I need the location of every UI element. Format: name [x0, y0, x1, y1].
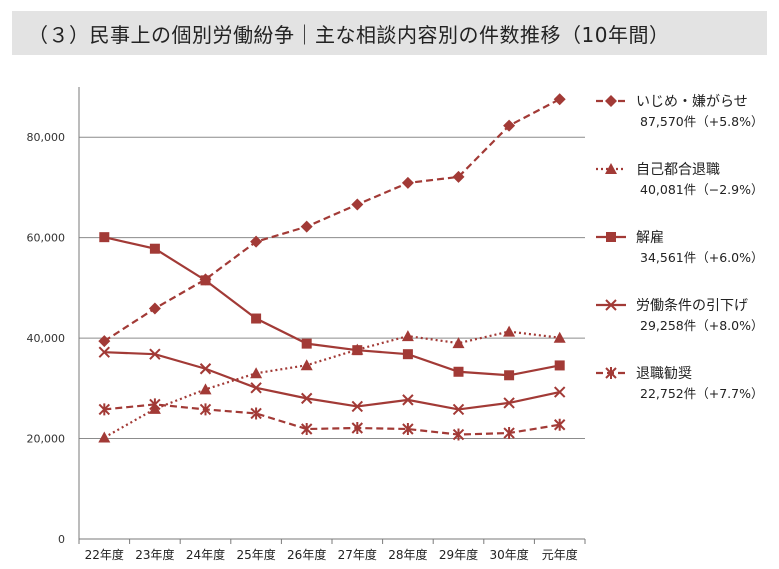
series-2-point: [352, 345, 363, 356]
series-2-point: [251, 313, 262, 324]
series-1-point: [250, 367, 263, 379]
y-tick-label: 0: [58, 533, 65, 546]
series-4-point: [250, 407, 262, 420]
series-4-point: [351, 422, 364, 435]
x-tick-label: 29年度: [439, 547, 478, 562]
x-tick-label: 元年度: [542, 547, 578, 562]
series-3-point: [503, 397, 515, 409]
series-4-point: [149, 398, 161, 411]
y-tick-label: 60,000: [27, 232, 66, 245]
series-line-1: [103, 330, 560, 439]
legend-marker-0: [605, 95, 617, 107]
legend-label-2: 解雇: [636, 229, 664, 246]
series-3-point: [402, 394, 414, 406]
chart-title: （３）民事上の個別労働紛争｜主な相談内容別の件数推移（10年間）: [28, 22, 670, 47]
series-4-point: [503, 427, 515, 440]
series-1-point: [98, 431, 111, 443]
series-2-point: [200, 275, 211, 286]
series-0-point: [553, 93, 566, 106]
series-4-point: [199, 403, 212, 416]
series-0-point: [250, 235, 263, 248]
x-tick-label: 28年度: [388, 547, 427, 562]
series-0-point: [98, 335, 111, 348]
series-2-point: [554, 360, 565, 371]
series-4-point: [98, 403, 111, 416]
series-line-4: [104, 403, 560, 436]
series-1-point: [452, 337, 465, 349]
series-3-point: [250, 382, 262, 394]
y-tick-label: 40,000: [27, 332, 66, 345]
x-tick-label: 24年度: [186, 547, 225, 562]
series-line-3: [104, 351, 560, 411]
legend-label-1: 自己都合退職: [636, 162, 720, 178]
series-1-point: [300, 359, 313, 371]
legend-detail-1: 40,081件（−2.9%）: [640, 182, 763, 197]
series-2-point: [301, 338, 312, 349]
series-2-point: [99, 232, 110, 243]
series-4-point: [300, 423, 313, 436]
series-2-point: [402, 349, 413, 360]
legend-marker-3: [605, 299, 617, 311]
series-0-point: [401, 176, 414, 189]
series-3-point: [351, 400, 364, 413]
series-0-point: [148, 302, 161, 315]
legend-marker-1: [605, 163, 617, 174]
series-3-point: [300, 392, 313, 405]
series-1-point: [401, 330, 414, 342]
legend-marker-4: [605, 367, 617, 379]
series-2-point: [453, 366, 464, 377]
legend-detail-0: 87,570件（+5.8%）: [640, 114, 763, 129]
series-1-point: [503, 325, 516, 337]
x-tick-label: 27年度: [338, 547, 377, 562]
legend-label-0: いじめ・嫌がらせ: [636, 94, 748, 110]
series-3-point: [199, 363, 212, 375]
y-tick-label: 20,000: [27, 433, 66, 446]
series-0-point: [300, 220, 313, 233]
series-3-point: [452, 403, 465, 416]
x-tick-label: 23年度: [135, 547, 174, 562]
series-3-point: [98, 346, 111, 358]
legend-detail-4: 22,752件（+7.7%）: [640, 386, 763, 401]
series-0-point: [503, 119, 516, 132]
title-bar: （３）民事上の個別労働紛争｜主な相談内容別の件数推移（10年間）: [12, 11, 767, 55]
series-2-point: [504, 370, 515, 381]
series-4-point: [402, 423, 414, 436]
x-tick-label: 26年度: [287, 547, 326, 562]
series-line-2: [104, 236, 560, 377]
x-tick-label: 22年度: [85, 547, 124, 562]
legend-label-3: 労働条件の引下げ: [636, 297, 748, 314]
series-3-point: [553, 386, 566, 398]
series-1-point: [199, 383, 212, 395]
legend-detail-3: 29,258件（+8.0%）: [640, 318, 763, 333]
series-1-point: [553, 331, 566, 343]
series-4-point: [452, 428, 465, 441]
series-4-point: [553, 418, 566, 431]
legend-detail-2: 34,561件（+6.0%）: [640, 250, 763, 265]
x-tick-label: 25年度: [236, 547, 275, 562]
legend-marker-2: [606, 232, 616, 242]
y-tick-label: 80,000: [27, 131, 66, 144]
legend-label-4: 退職勧奨: [636, 365, 692, 382]
series-2-point: [149, 243, 160, 254]
series-0-point: [351, 198, 364, 211]
x-tick-label: 30年度: [489, 547, 528, 562]
series-0-point: [452, 170, 465, 183]
series-3-point: [149, 348, 161, 360]
series-line-0: [103, 98, 561, 343]
